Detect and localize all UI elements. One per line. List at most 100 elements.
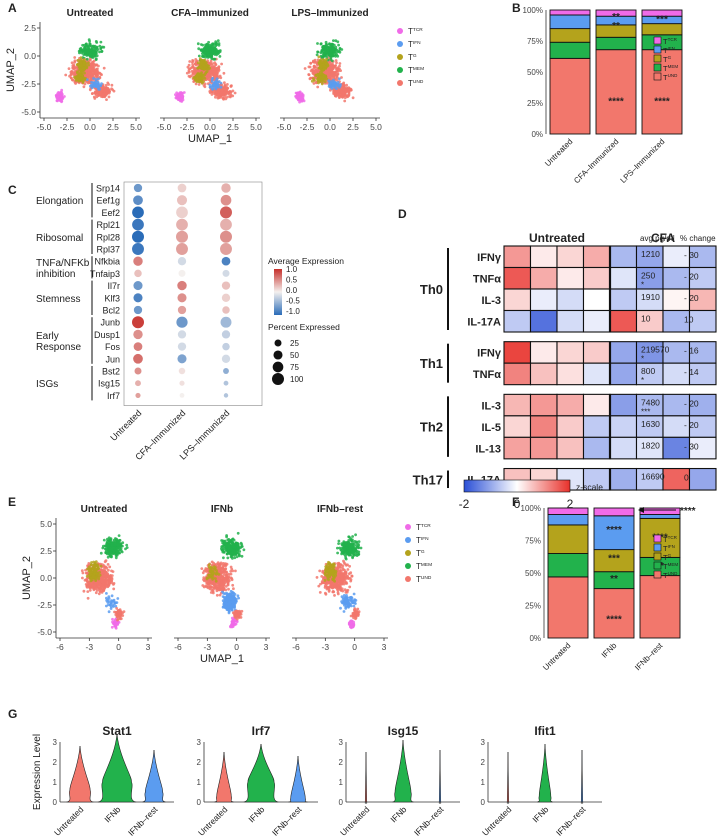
umap-point (309, 61, 313, 65)
umap-point (81, 43, 84, 47)
umap-point (225, 597, 229, 601)
umap-point (94, 579, 98, 582)
umap-point (328, 46, 331, 49)
umap-point (316, 42, 319, 45)
umap-point (89, 48, 93, 52)
umap-point (91, 63, 95, 66)
umap-point (229, 589, 233, 593)
umap-point (329, 49, 333, 53)
umap-point (90, 570, 94, 574)
umap-point (310, 79, 314, 83)
umap-point (336, 90, 339, 94)
umap-point (196, 42, 200, 46)
umap-point (324, 62, 328, 65)
umap-point (212, 91, 216, 95)
umap-point (99, 564, 103, 568)
umap-point (215, 593, 219, 597)
x-tick-label: -2.5 (180, 122, 195, 132)
umap-point (323, 80, 327, 84)
umap-point (99, 551, 103, 555)
x-tick-label: 2.5 (347, 122, 359, 132)
umap-point (218, 563, 222, 566)
y-tick-label: 2.5 (24, 23, 36, 33)
umap-point (338, 84, 342, 88)
umap-point (220, 90, 224, 93)
umap-point (191, 59, 195, 63)
umap-point (333, 80, 337, 84)
umap-point (202, 47, 206, 51)
umap-point (229, 95, 232, 99)
umap-point (115, 537, 118, 541)
umap-point (176, 98, 180, 101)
umap-point (231, 595, 235, 599)
umap-point (316, 85, 320, 89)
umap-point (92, 95, 96, 99)
umap-point (224, 97, 228, 101)
umap-point (338, 77, 341, 81)
panel-letter: D (398, 207, 407, 221)
umap-point (112, 598, 116, 602)
umap-point (213, 46, 217, 49)
umap-point (227, 611, 231, 615)
umap-point (94, 58, 98, 61)
umap-point (233, 613, 237, 617)
umap-point (100, 45, 104, 49)
umap-point (229, 604, 233, 608)
umap-point (107, 83, 111, 86)
x-tick-label: 3 (264, 642, 269, 652)
umap-point (337, 43, 340, 47)
umap-point (87, 562, 91, 565)
panel-letter: E (8, 495, 16, 509)
umap-point (220, 548, 224, 552)
umap-point (208, 569, 212, 573)
umap-point (317, 66, 321, 70)
umap-point (238, 613, 242, 616)
umap-point (91, 66, 95, 70)
umap-point (204, 61, 208, 64)
umap-point (208, 83, 212, 87)
y-tick-label: -5.0 (37, 627, 52, 637)
umap-point (325, 71, 329, 75)
umap-point (203, 82, 207, 86)
umap-point (76, 71, 79, 75)
umap-point (85, 65, 88, 69)
y-tick-label: -5.0 (21, 107, 36, 117)
umap-point (216, 80, 220, 84)
umap-point (224, 579, 227, 583)
umap-point (103, 560, 107, 564)
umap-point (93, 582, 97, 585)
umap-point (202, 63, 205, 67)
umap-point (220, 570, 223, 574)
umap-point (94, 560, 98, 563)
umap-point (106, 87, 110, 91)
umap-point (226, 83, 229, 86)
umap-point (217, 42, 221, 45)
umap-point (320, 60, 324, 64)
umap-point (103, 547, 107, 551)
umap-point (214, 577, 217, 580)
umap-point (92, 59, 96, 63)
umap-point (198, 57, 202, 60)
umap-point (110, 544, 114, 547)
umap-point (73, 65, 76, 68)
x-tick-label: 0 (234, 642, 239, 652)
umap-point (213, 53, 217, 56)
umap-point (219, 85, 223, 89)
umap-point (224, 93, 228, 96)
x-tick-label: 5.0 (370, 122, 382, 132)
umap-point (120, 549, 123, 553)
y-tick-label: 5.0 (40, 519, 52, 529)
umap-point (106, 585, 110, 589)
umap-point (216, 39, 220, 43)
umap-point (113, 623, 117, 627)
umap-point (110, 599, 113, 603)
umap-point (94, 78, 98, 81)
umap-point (177, 94, 181, 98)
umap-point (78, 72, 82, 76)
umap-point (73, 60, 77, 64)
umap-point (328, 42, 332, 46)
umap-point (223, 571, 227, 574)
umap-point (85, 42, 88, 46)
umap-point (210, 80, 214, 83)
umap-point (88, 42, 92, 46)
